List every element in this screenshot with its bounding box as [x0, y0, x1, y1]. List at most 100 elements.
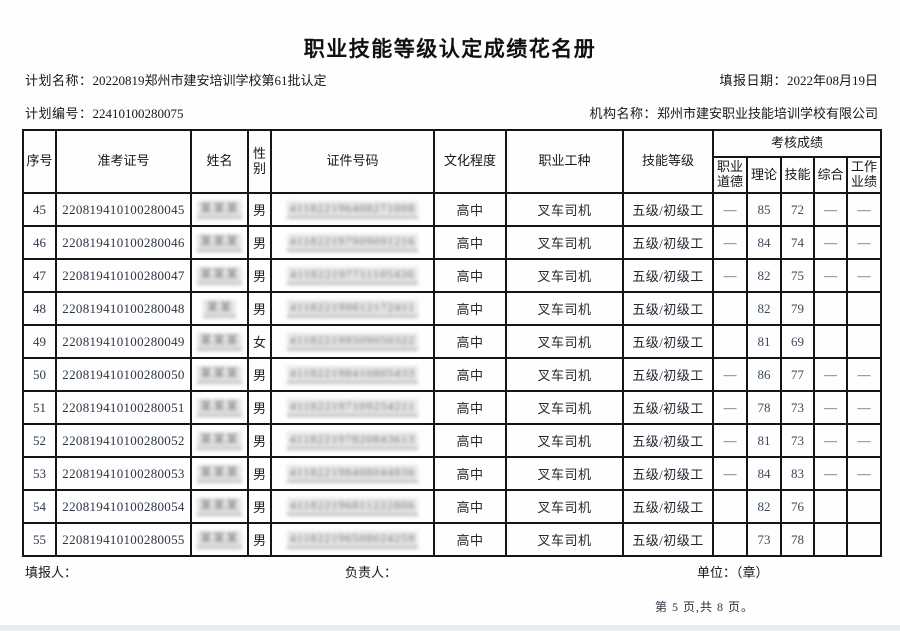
cell-id-masked-blur: 411822196811222806 — [286, 497, 419, 516]
cell-exam-no: 220819410100280049 — [55, 324, 192, 359]
plan-name-label: 计划名称： — [25, 73, 93, 88]
cell-exam-no: 220819410100280048 — [55, 291, 192, 326]
cell-score-1: 84 — [746, 225, 782, 260]
cell-score-3: — — [813, 225, 848, 260]
cell-skill-level: 五级/初级工 — [622, 357, 714, 392]
cell-exam-no: 220819410100280047 — [55, 258, 192, 293]
cell-seq: 51 — [22, 390, 57, 425]
cell-occupation: 叉车司机 — [505, 291, 624, 326]
cell-id-masked: 411822196508024259 — [270, 522, 435, 557]
page-title: 职业技能等级认定成绩花名册 — [303, 37, 597, 61]
cell-score-0 — [712, 489, 748, 524]
cell-education: 高中 — [433, 390, 507, 425]
cell-score-1: 86 — [746, 357, 782, 392]
cell-occupation: 叉车司机 — [505, 357, 624, 392]
cell-score-2: 74 — [780, 225, 815, 260]
cell-gender: 男 — [247, 357, 272, 392]
cell-education: 高中 — [433, 456, 507, 491]
header-score-skill: 技能 — [780, 156, 815, 194]
cell-skill-level: 五级/初级工 — [622, 489, 714, 524]
cell-id-masked: 411822197109254211 — [270, 390, 435, 425]
cell-score-3: — — [813, 192, 848, 227]
cell-score-0: — — [712, 423, 748, 458]
cell-gender: 女 — [247, 324, 272, 359]
cell-skill-level: 五级/初级工 — [622, 456, 714, 491]
cell-name-masked: 某某某 — [190, 324, 249, 359]
cell-id-masked: 411822199812172411 — [270, 291, 435, 326]
cell-seq: 55 — [22, 522, 57, 557]
cell-gender: 男 — [247, 423, 272, 458]
cell-score-4: — — [845, 456, 883, 491]
cell-gender: 男 — [247, 456, 272, 491]
cell-name-masked-blur: 某某某 — [196, 233, 242, 252]
cell-name-masked: 某某 — [190, 291, 249, 326]
cell-score-2: 69 — [780, 324, 815, 359]
plan-no-value: 22410100280075 — [92, 106, 184, 121]
cell-gender: 男 — [247, 258, 272, 293]
header-seq: 序号 — [22, 129, 57, 194]
cell-score-1: 82 — [746, 258, 782, 293]
cell-score-4 — [845, 324, 883, 359]
cell-score-4: — — [845, 258, 883, 293]
cell-score-0: — — [712, 456, 748, 491]
cell-name-masked: 某某某 — [190, 489, 249, 524]
cell-id-masked-blur: 411822197711105436 — [287, 266, 418, 285]
header-score-ethics: 职业道德 — [712, 156, 748, 194]
cell-name-masked-blur: 某某某 — [196, 464, 242, 483]
cell-seq: 52 — [22, 423, 57, 458]
header-education: 文化程度 — [433, 129, 507, 194]
cell-gender: 男 — [247, 225, 272, 260]
org-name-value: 郑州市建安职业技能培训学校有限公司 — [656, 106, 878, 121]
cell-name-masked: 某某某 — [190, 192, 249, 227]
cell-score-2: 73 — [780, 390, 815, 425]
cell-skill-level: 五级/初级工 — [622, 291, 714, 326]
table-row: 47 220819410100280047 某某某男 4118221977111054… — [22, 258, 883, 293]
cell-id-masked: 411822198408044836 — [270, 456, 435, 491]
cell-score-0: — — [712, 390, 748, 425]
cell-id-masked-blur: 411822198410805433 — [286, 365, 419, 384]
cell-id-masked-blur: 411822197820843613 — [286, 431, 419, 450]
cell-seq: 50 — [22, 357, 57, 392]
header-occupation: 职业工种 — [505, 129, 624, 194]
cell-id-masked-blur: 411822196508024259 — [286, 530, 419, 549]
cell-score-4 — [845, 489, 883, 524]
cell-exam-no: 220819410100280046 — [55, 225, 192, 260]
cell-seq: 46 — [22, 225, 57, 260]
cell-name-masked-blur: 某某某 — [196, 332, 242, 351]
cell-score-1: 81 — [746, 423, 782, 458]
org-name-label: 机构名称： — [589, 106, 657, 121]
cell-education: 高中 — [433, 192, 507, 227]
table-row: 54 220819410100280054 某某某男 4118221968112228… — [22, 489, 883, 524]
cell-occupation: 叉车司机 — [505, 258, 624, 293]
cell-exam-no: 220819410100280053 — [55, 456, 192, 491]
table-row: 50 220819410100280050 某某某男 4118221984108054… — [22, 357, 883, 392]
cell-name-masked: 某某某 — [190, 522, 249, 557]
cell-skill-level: 五级/初级工 — [622, 390, 714, 425]
cell-skill-level: 五级/初级工 — [622, 324, 714, 359]
table-row: 46 220819410100280046 某某某男 4118221979090912… — [22, 225, 883, 260]
cell-name-masked-blur: 某某某 — [196, 431, 242, 450]
cell-score-1: 73 — [746, 522, 782, 557]
cell-occupation: 叉车司机 — [505, 489, 624, 524]
report-date-line: 填报日期：2022年08月19日 — [719, 70, 878, 89]
cell-skill-level: 五级/初级工 — [622, 225, 714, 260]
cell-id-masked-blur: 411822196408271008 — [286, 200, 419, 219]
table-header: 序号 准考证号 姓名 性别 证件号码 文化程度 职业工种 技能等级 考核成绩 职… — [22, 129, 883, 194]
cell-occupation: 叉车司机 — [505, 225, 624, 260]
cell-name-masked-blur: 某某某 — [196, 200, 242, 219]
cell-occupation: 叉车司机 — [505, 390, 624, 425]
cell-score-2: 72 — [780, 192, 815, 227]
cell-score-4: — — [845, 192, 883, 227]
cell-score-2: 83 — [780, 456, 815, 491]
cell-education: 高中 — [433, 324, 507, 359]
cell-name-masked-blur: 某某某 — [196, 398, 242, 417]
report-date-value: 2022年08月19日 — [786, 73, 878, 88]
cell-gender: 男 — [247, 522, 272, 557]
cell-exam-no: 220819410100280055 — [55, 522, 192, 557]
cell-id-masked: 411822198410805433 — [270, 357, 435, 392]
cell-seq: 45 — [22, 192, 57, 227]
cell-score-3: — — [813, 390, 848, 425]
cell-score-2: 79 — [780, 291, 815, 326]
cell-name-masked: 某某某 — [190, 423, 249, 458]
cell-score-4: — — [845, 390, 883, 425]
